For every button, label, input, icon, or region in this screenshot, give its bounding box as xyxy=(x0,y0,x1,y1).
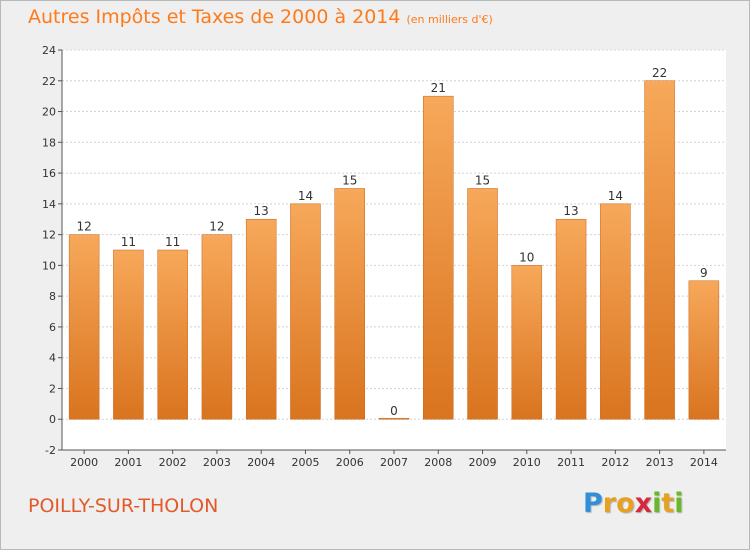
x-tick-label: 2011 xyxy=(557,456,585,469)
proxiti-logo: Proxiti xyxy=(583,488,684,519)
value-label: 15 xyxy=(475,173,490,187)
y-tick-label: 20 xyxy=(42,106,56,119)
bar-2012 xyxy=(600,203,631,420)
y-tick-label: 6 xyxy=(49,321,56,334)
bar-2014 xyxy=(688,280,720,420)
bar-2013 xyxy=(644,80,675,420)
value-label: 12 xyxy=(76,220,91,234)
logo-letter: P xyxy=(583,488,603,519)
x-tick-label: 2013 xyxy=(646,456,674,469)
value-label: 15 xyxy=(342,173,357,187)
x-tick-label: 2010 xyxy=(513,456,541,469)
bar-2001 xyxy=(113,249,144,420)
logo-letter: t xyxy=(661,488,675,519)
logo-letter: r xyxy=(602,488,617,519)
y-tick-label: 24 xyxy=(42,44,56,57)
bar-2005 xyxy=(290,203,321,420)
bar-2004 xyxy=(245,218,277,420)
bar-2000 xyxy=(68,234,100,420)
x-tick-label: 2002 xyxy=(159,456,187,469)
chart-title: Autres Impôts et Taxes de 2000 à 2014 (en… xyxy=(28,6,493,28)
y-tick-label: 10 xyxy=(42,259,56,272)
logo-letter: o xyxy=(616,488,635,519)
x-tick-label: 2012 xyxy=(601,456,629,469)
value-label: 14 xyxy=(298,189,313,203)
x-tick-label: 2008 xyxy=(424,456,452,469)
y-tick-label: 2 xyxy=(49,382,56,395)
x-tick-label: 2014 xyxy=(690,456,718,469)
y-tick-label: 0 xyxy=(49,413,56,426)
y-tick-label: 12 xyxy=(42,229,56,242)
value-label: 9 xyxy=(700,266,708,280)
y-tick-label: 22 xyxy=(42,75,56,88)
x-tick-label: 2009 xyxy=(469,456,497,469)
logo-letter: x xyxy=(634,488,653,519)
x-tick-label: 2003 xyxy=(203,456,231,469)
bar-2003 xyxy=(201,234,233,420)
logo-letter: i xyxy=(652,488,662,519)
value-label: 21 xyxy=(431,81,446,95)
value-label: 11 xyxy=(121,235,136,249)
value-label: 13 xyxy=(563,204,578,218)
value-label: 12 xyxy=(209,220,224,234)
value-label: 14 xyxy=(608,189,623,203)
chart-title-text: Autres Impôts et Taxes de 2000 à 2014 xyxy=(28,6,401,28)
bar-2009 xyxy=(467,188,498,420)
value-label: 22 xyxy=(652,66,667,80)
y-tick-label: 4 xyxy=(49,352,56,365)
x-tick-label: 2007 xyxy=(380,456,408,469)
x-tick-label: 2006 xyxy=(336,456,364,469)
y-tick-label: 14 xyxy=(42,198,56,211)
labels: 12 11 11 12 13 14 15 0 21 15 10 13 14 22 9 xyxy=(76,66,707,418)
x-tick-label: 2000 xyxy=(70,456,98,469)
chart-subtitle: (en milliers d'€) xyxy=(406,13,493,26)
value-label: 0 xyxy=(390,404,398,418)
bar-2002 xyxy=(157,249,188,420)
bar-2007 xyxy=(378,417,410,420)
value-label: 10 xyxy=(519,250,534,264)
bar-2010 xyxy=(511,265,543,420)
logo-letter: i xyxy=(674,488,684,519)
y-tick-label: 16 xyxy=(42,167,56,180)
value-label: 11 xyxy=(165,235,180,249)
x-tick-label: 2004 xyxy=(247,456,275,469)
y-tick-label: -2 xyxy=(45,444,56,457)
x-tick-label: 2005 xyxy=(291,456,319,469)
value-label: 13 xyxy=(254,204,269,218)
bars xyxy=(68,80,720,420)
y-tick-label: 18 xyxy=(42,136,56,149)
bar-2008 xyxy=(423,95,454,420)
y-tick-label: 8 xyxy=(49,290,56,303)
city-name: POILLY-SUR-THOLON xyxy=(28,495,219,517)
bar-2011 xyxy=(555,218,587,420)
x-tick-label: 2001 xyxy=(114,456,142,469)
bar-2006 xyxy=(334,188,365,420)
